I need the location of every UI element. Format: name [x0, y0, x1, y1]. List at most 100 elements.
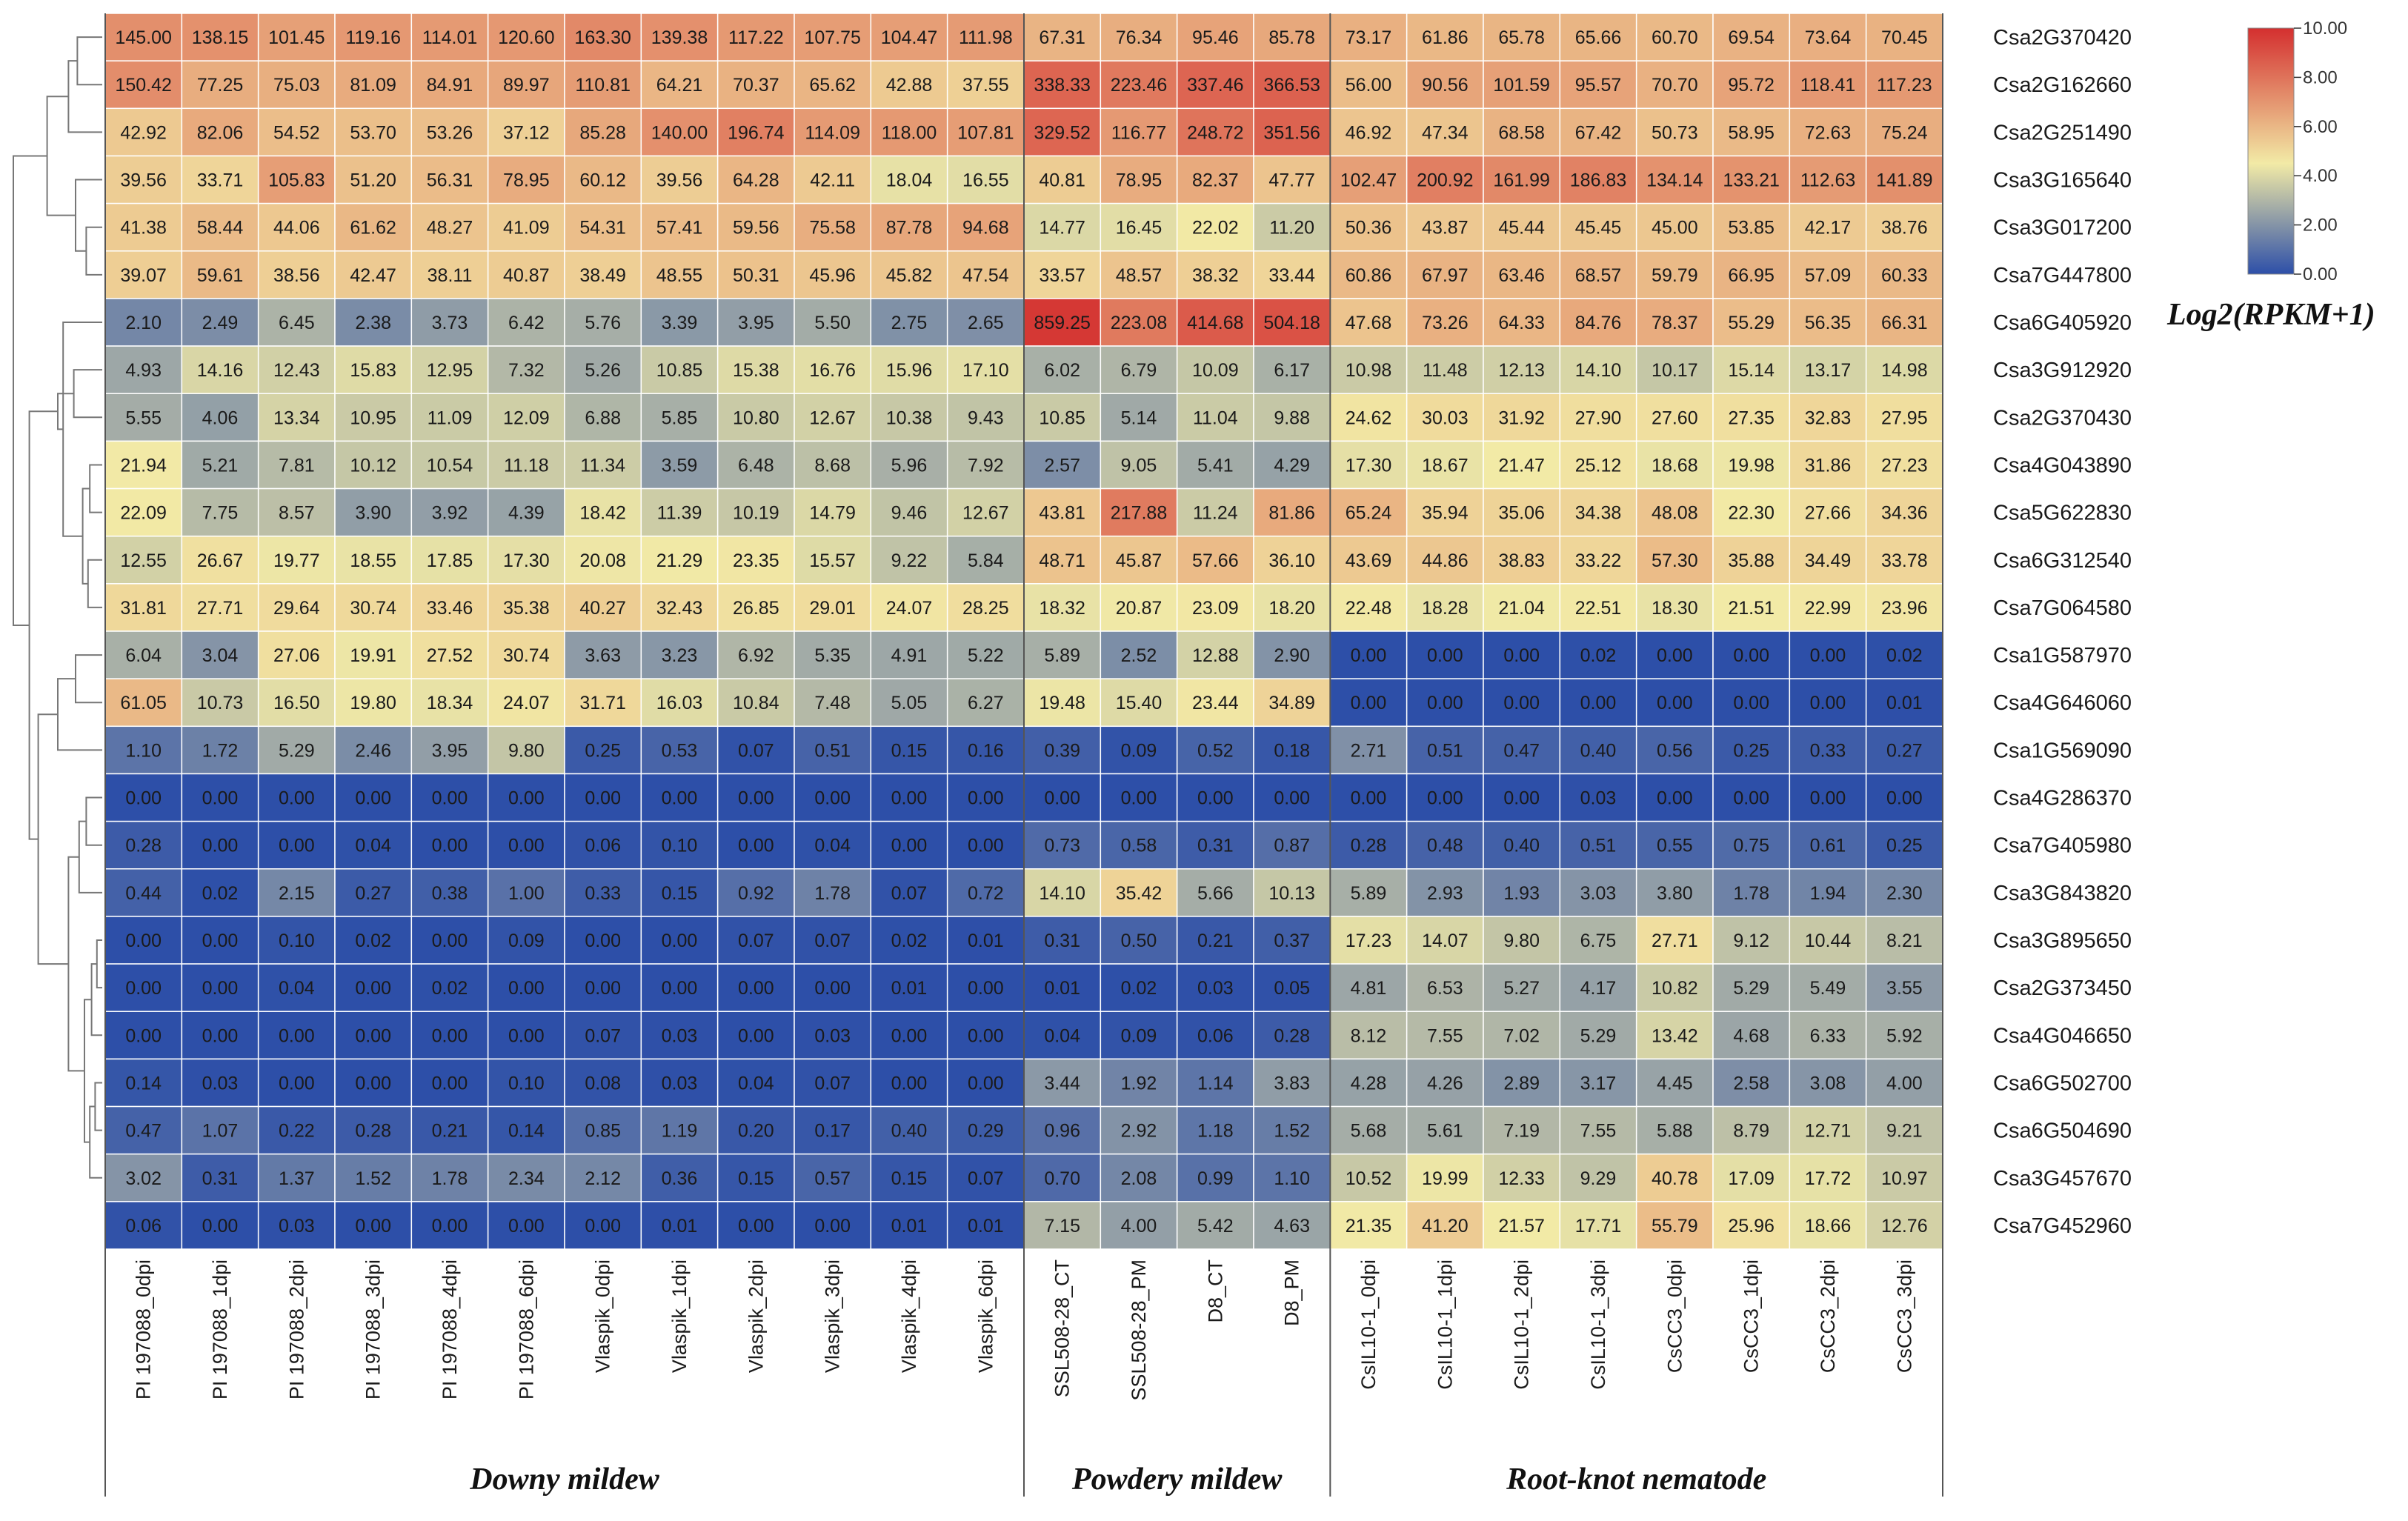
cell-value-label: 69.54 — [1728, 27, 1775, 48]
heatmap-cell — [487, 155, 565, 204]
cell-value-label: 0.00 — [1427, 788, 1463, 809]
gene-label: Csa6G405920 — [1993, 311, 2132, 335]
heatmap-cell — [1253, 820, 1331, 870]
heatmap-cell — [794, 298, 872, 347]
cell-value-label: 33.71 — [197, 170, 244, 191]
column-label: PI 197088_3dpi — [362, 1259, 385, 1399]
cell-value-label: 0.99 — [1197, 1168, 1234, 1189]
cell-value-label: 41.38 — [120, 218, 167, 239]
cell-value-label: 2.15 — [279, 883, 315, 904]
cell-value-label: 2.65 — [968, 313, 1004, 333]
heatmap-cell — [1100, 868, 1178, 917]
heatmap-cell — [1559, 630, 1637, 679]
cell-value-label: 5.21 — [202, 455, 239, 476]
cell-value-label: 33.57 — [1039, 265, 1085, 286]
cell-value-label: 0.01 — [891, 978, 928, 999]
heatmap-cell — [1329, 1011, 1408, 1060]
group-labels: Downy mildew Powdery mildew Root-knot nema… — [469, 1462, 1766, 1497]
cell-value-label: 39.07 — [120, 265, 167, 286]
cell-value-label: 0.04 — [1044, 1025, 1080, 1046]
cell-value-label: 19.80 — [350, 693, 396, 713]
cell-value-label: 161.99 — [1493, 170, 1549, 191]
heatmap-cell — [564, 298, 642, 347]
cell-value-label: 0.01 — [968, 931, 1004, 951]
cell-value-label: 0.21 — [1197, 931, 1234, 951]
cell-value-label: 196.74 — [728, 122, 785, 143]
cell-value-label: 28.25 — [962, 598, 1009, 619]
cell-value-label: 0.52 — [1197, 740, 1234, 761]
cell-value-label: 2.49 — [202, 313, 239, 333]
cell-value-label: 55.29 — [1728, 313, 1775, 333]
cell-value-label: 5.05 — [891, 693, 928, 713]
gene-label: Csa2G373450 — [1993, 976, 2132, 1000]
cell-value-label: 19.99 — [1422, 1168, 1469, 1189]
heatmap-cell — [640, 107, 719, 157]
heatmap-cell — [870, 13, 948, 61]
cell-value-label: 10.73 — [197, 693, 244, 713]
heatmap-cell — [640, 1058, 719, 1108]
cell-value-label: 24.07 — [886, 598, 933, 619]
heatmap-cell — [564, 678, 642, 728]
cell-value-label: 47.54 — [962, 265, 1009, 286]
heatmap-cell — [1559, 250, 1637, 299]
cell-value-label: 1.92 — [1121, 1073, 1157, 1094]
heatmap-cell — [257, 60, 336, 110]
cell-value-label: 6.04 — [125, 645, 162, 666]
heatmap-cell — [1635, 1105, 1714, 1155]
heatmap-cell — [1176, 963, 1254, 1012]
cell-value-label: 0.00 — [432, 1025, 468, 1046]
heatmap-cell — [104, 1058, 183, 1108]
heatmap-cell — [1865, 678, 1943, 728]
cell-value-label: 17.30 — [503, 550, 550, 571]
cell-value-label: 31.71 — [579, 693, 626, 713]
cell-value-label: 0.15 — [891, 740, 928, 761]
heatmap-cell — [257, 393, 336, 442]
heatmap-cell — [1406, 535, 1484, 585]
cell-value-label: 0.00 — [1044, 788, 1080, 809]
heatmap-cell — [794, 630, 872, 679]
cell-value-label: 10.97 — [1881, 1168, 1928, 1189]
cell-value-label: 0.07 — [738, 740, 774, 761]
cell-value-label: 31.92 — [1498, 407, 1545, 428]
heatmap-cell — [1712, 393, 1791, 442]
cell-value-label: 8.68 — [814, 455, 851, 476]
gene-labels: Csa2G370420 Csa2G162660 Csa2G251490 Csa3G16… — [1993, 26, 2132, 1238]
cell-value-label: 0.00 — [508, 788, 545, 809]
cell-value-label: 0.75 — [1733, 836, 1769, 856]
cell-value-label: 73.17 — [1346, 27, 1392, 48]
heatmap-cell — [1023, 868, 1102, 917]
cell-value-label: 45.87 — [1116, 550, 1163, 571]
heatmap-cell — [1100, 773, 1178, 822]
cell-value-label: 0.15 — [738, 1168, 774, 1189]
cell-value-label: 5.55 — [125, 407, 162, 428]
cell-value-label: 0.02 — [1580, 645, 1617, 666]
heatmap-cell — [1176, 1105, 1254, 1155]
heatmap-cell — [334, 916, 413, 965]
cell-value-label: 42.92 — [120, 122, 167, 143]
cell-value-label: 107.75 — [804, 27, 860, 48]
cell-value-label: 27.71 — [1652, 931, 1698, 951]
heatmap-cell — [794, 13, 872, 61]
heatmap-cell — [1023, 1058, 1102, 1108]
column-label: Vlaspik_2dpi — [745, 1259, 767, 1373]
heatmap-cell — [1789, 60, 1867, 110]
heatmap-cell — [487, 583, 565, 632]
cell-value-label: 0.00 — [125, 788, 162, 809]
heatmap-cell — [1483, 820, 1561, 870]
heatmap-cell — [487, 440, 565, 490]
heatmap-cell — [564, 440, 642, 490]
cell-value-label: 1.93 — [1503, 883, 1540, 904]
heatmap-cell — [1100, 250, 1178, 299]
heatmap-cell — [564, 155, 642, 204]
heatmap-cell — [1176, 1011, 1254, 1060]
cell-value-label: 5.85 — [662, 407, 698, 428]
cell-value-label: 0.07 — [738, 931, 774, 951]
cell-value-label: 20.87 — [1116, 598, 1163, 619]
cell-value-label: 223.08 — [1111, 313, 1167, 333]
cell-value-label: 0.28 — [1351, 836, 1387, 856]
heatmap-cell — [1865, 13, 1943, 61]
cell-value-label: 6.33 — [1810, 1025, 1846, 1046]
cell-value-label: 0.31 — [202, 1168, 239, 1189]
heatmap-cell — [794, 60, 872, 110]
heatmap-cell — [1176, 1153, 1254, 1202]
